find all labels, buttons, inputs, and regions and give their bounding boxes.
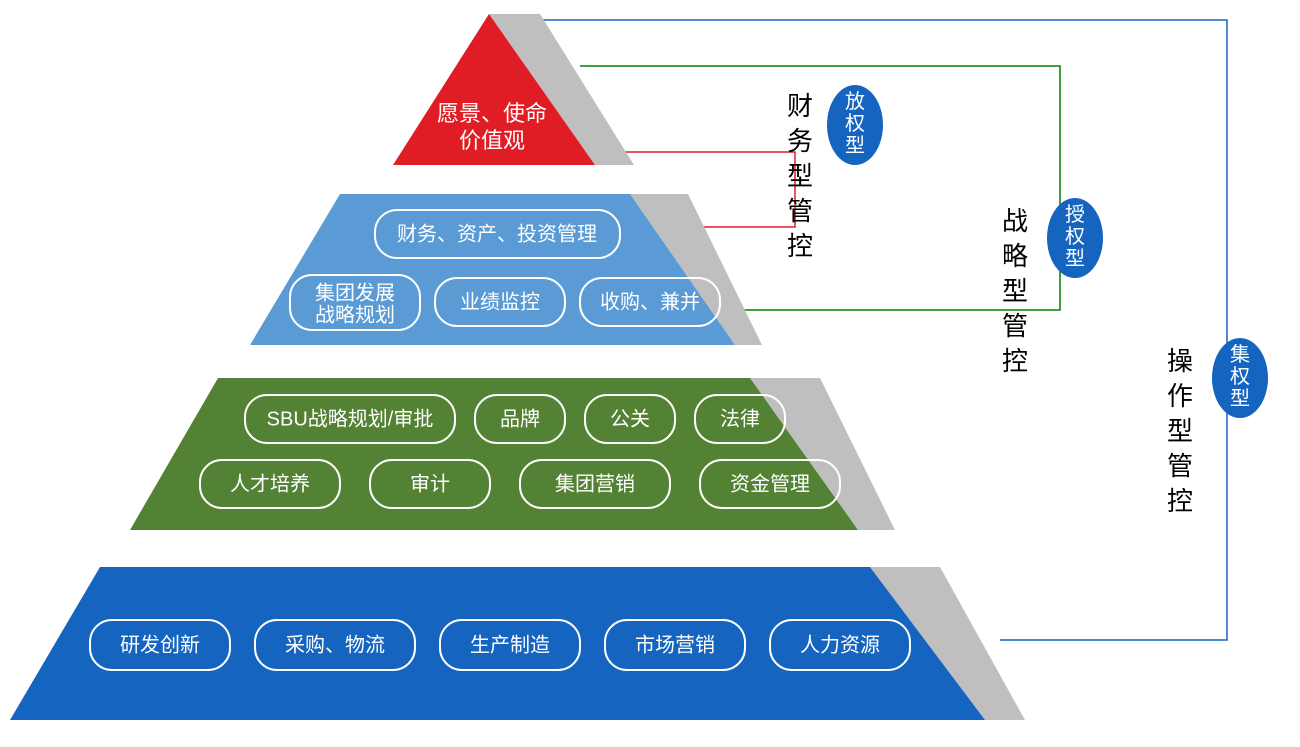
- badge2-c1: 权: [1230, 365, 1250, 388]
- ctrl0-c4: 控: [787, 231, 813, 261]
- tier3-r1-1: 品牌: [500, 407, 540, 430]
- badge2-c2: 型: [1230, 387, 1250, 410]
- badge1-c2: 型: [1065, 247, 1085, 270]
- tier2: 财务、资产、投资管理 集团发展 战略规划 业绩监控 收购、兼并: [250, 194, 762, 345]
- control-operational: 操 作 型 管 控 集 权 型: [1167, 338, 1268, 516]
- badge0-c2: 型: [845, 134, 865, 157]
- apex-line2: 价值观: [459, 128, 525, 153]
- tier3-r1-3: 法律: [720, 407, 760, 430]
- badge1-c0: 授: [1065, 203, 1085, 226]
- ctrl2-c2: 型: [1167, 416, 1193, 446]
- ctrl1-c3: 管: [1002, 311, 1028, 341]
- tier3-r2-2: 集团营销: [555, 472, 635, 495]
- ctrl0-c1: 务: [787, 126, 813, 156]
- tier3-r1-2: 公关: [610, 407, 650, 430]
- tier3-r2-3: 资金管理: [730, 472, 810, 495]
- tier2-r2-1: 业绩监控: [460, 290, 540, 313]
- ctrl0-c2: 型: [787, 161, 813, 191]
- apex-line1: 愿景、使命: [437, 101, 547, 126]
- ctrl2-c3: 管: [1167, 451, 1193, 481]
- ctrl2-c0: 操: [1167, 346, 1193, 376]
- tier3: SBU战略规划/审批 品牌 公关 法律 人才培养 审计 集团营销 资金管理: [130, 378, 895, 530]
- ctrl1-c2: 型: [1002, 276, 1028, 306]
- ctrl2-c1: 作: [1167, 381, 1193, 411]
- badge1-c1: 权: [1065, 225, 1085, 248]
- tier2-r2-0b: 战略规划: [315, 303, 395, 326]
- tier4-pill-3: 市场营销: [635, 633, 715, 656]
- control-strategic: 战 略 型 管 控 授 权 型: [1002, 198, 1103, 376]
- tier2-r2-0a: 集团发展: [315, 281, 395, 304]
- ctrl1-c1: 略: [1002, 241, 1028, 271]
- badge2-c0: 集: [1230, 343, 1250, 366]
- ctrl1-c4: 控: [1002, 346, 1028, 376]
- ctrl1-c0: 战: [1002, 206, 1028, 236]
- tier4-pill-1: 采购、物流: [285, 633, 385, 656]
- tier4-pill-2: 生产制造: [470, 633, 550, 656]
- ctrl0-c0: 财: [787, 91, 813, 121]
- control-financial: 财 务 型 管 控 放 权 型: [787, 85, 883, 261]
- tier4-pill-0: 研发创新: [120, 633, 200, 656]
- tier4-pill-4: 人力资源: [800, 633, 880, 656]
- tier2-r1-0: 财务、资产、投资管理: [397, 222, 597, 245]
- tier4: 研发创新 采购、物流 生产制造 市场营销 人力资源: [10, 567, 1025, 720]
- pyramid-diagram: 研发创新 采购、物流 生产制造 市场营销 人力资源 SBU战略规划/审批 品牌 …: [0, 0, 1300, 747]
- badge0-c0: 放: [845, 90, 865, 113]
- tier1-apex: 愿景、使命 价值观: [393, 14, 634, 165]
- tier3-r2-1: 审计: [410, 472, 450, 495]
- ctrl2-c4: 控: [1167, 486, 1193, 516]
- ctrl0-c3: 管: [787, 196, 813, 226]
- tier3-r2-0: 人才培养: [230, 472, 310, 495]
- tier2-r2-2: 收购、兼并: [600, 290, 700, 313]
- badge0-c1: 权: [845, 112, 865, 135]
- tier3-r1-0: SBU战略规划/审批: [267, 407, 434, 430]
